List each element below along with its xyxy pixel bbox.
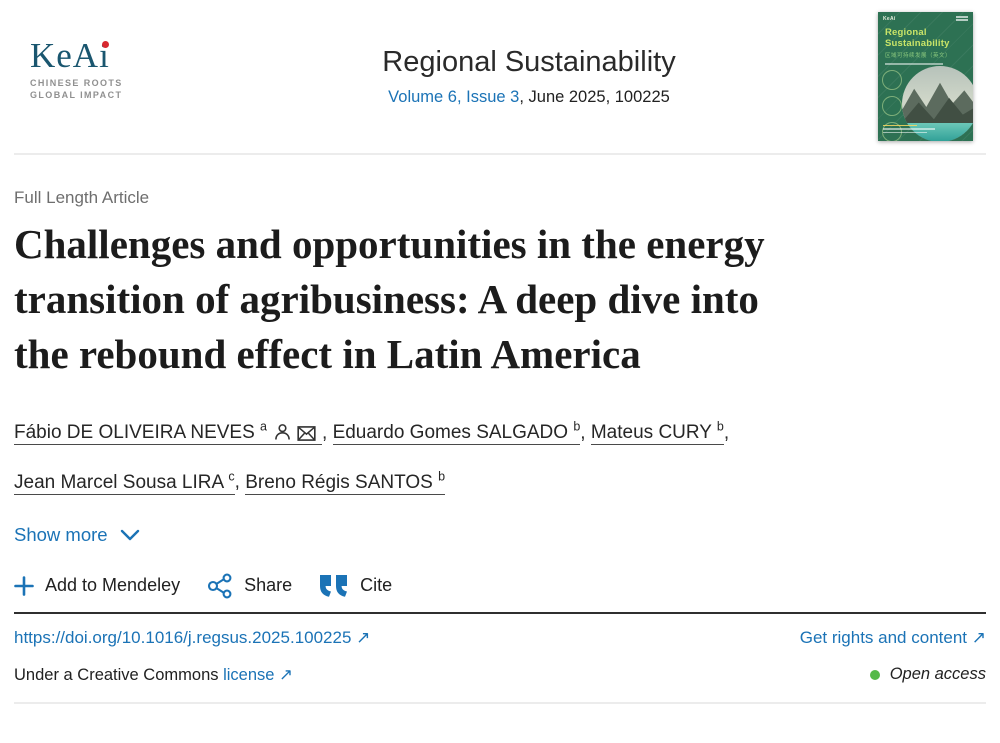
section-divider: [14, 611, 986, 614]
cite-label: Cite: [360, 575, 393, 596]
keai-tagline: CHINESE ROOTS GLOBAL IMPACT: [30, 77, 180, 101]
title-line-3: the rebound effect in Latin America: [14, 331, 641, 377]
license-link[interactable]: license: [223, 665, 275, 684]
journal-cover-thumbnail[interactable]: KeAi Regional Sustainability 区域可持续发展（英文）: [878, 12, 973, 141]
keai-logo[interactable]: KeAi CHINESE ROOTS GLOBAL IMPACT: [30, 12, 180, 101]
cover-issue-bar: [885, 63, 943, 65]
journal-title-block: Regional Sustainability Volume 6, Issue …: [180, 12, 878, 107]
open-access-label: Open access: [889, 665, 986, 684]
author-link-4[interactable]: Jean Marcel Sousa LIRA c: [14, 469, 235, 495]
issue-link[interactable]: Volume 6, Issue 3: [388, 88, 520, 106]
author-list: Fábio DE OLIVEIRA NEVES a, Eduardo Gomes…: [14, 407, 834, 503]
author-link-1[interactable]: Fábio DE OLIVEIRA NEVES a: [14, 420, 322, 446]
article-head: Full Length Article Challenges and oppor…: [0, 188, 1000, 599]
creative-commons-text: Under a Creative Commons license ↗: [14, 664, 293, 684]
add-to-mendeley-label: Add to Mendeley: [45, 575, 181, 596]
author-link-3[interactable]: Mateus CURY b: [590, 420, 724, 446]
title-line-1: Challenges and opportunities in the ener…: [14, 221, 765, 267]
show-more-button[interactable]: Show more: [14, 524, 140, 546]
links-block: https://doi.org/10.1016/j.regsus.2025.10…: [0, 628, 1000, 685]
keai-wordmark-text: KeAi: [30, 36, 110, 75]
page-title: Challenges and opportunities in the ener…: [14, 217, 986, 382]
doi-link[interactable]: https://doi.org/10.1016/j.regsus.2025.10…: [14, 627, 371, 648]
share-icon: [208, 573, 232, 599]
keai-tagline-line2: GLOBAL IMPACT: [30, 90, 123, 100]
cover-circle-motif: [882, 96, 902, 116]
header-divider: [14, 153, 986, 155]
share-button[interactable]: Share: [207, 573, 292, 599]
cover-keai-label: KeAi: [883, 16, 896, 22]
show-more-label: Show more: [14, 523, 108, 545]
author-1-icons: [274, 416, 322, 456]
cover-title: Regional Sustainability: [885, 27, 950, 49]
article-toolbar: Add to Mendeley Share Cite: [14, 573, 986, 599]
author-affiliation-sup: b: [573, 420, 581, 434]
external-link-icon: ↗: [279, 664, 293, 684]
external-link-icon: ↗: [356, 627, 371, 648]
journal-title-link[interactable]: Regional Sustainability: [382, 46, 676, 78]
author-affiliation-sup: b: [438, 469, 446, 484]
author-link-5[interactable]: Breno Régis SANTOS b: [245, 469, 446, 495]
share-label: Share: [244, 575, 293, 596]
external-link-icon: ↗: [971, 627, 986, 648]
cover-subtitle-chinese: 区域可持续发展（英文）: [885, 53, 952, 59]
add-to-mendeley-button[interactable]: Add to Mendeley: [14, 575, 180, 596]
cover-title-line1: Regional: [885, 27, 927, 38]
cover-circle-motif: [882, 70, 902, 90]
cover-mountain-photo: [902, 66, 973, 141]
open-access-dot-icon: [869, 669, 880, 680]
bottom-divider: [14, 701, 986, 704]
author-affiliation-sup: c: [228, 469, 235, 484]
issue-line: Volume 6, Issue 3, June 2025, 100225: [180, 88, 878, 107]
cover-publisher-mark: [956, 16, 968, 22]
article-type-label: Full Length Article: [14, 188, 150, 207]
cover-title-line2: Sustainability: [885, 38, 950, 49]
person-icon: [275, 424, 290, 440]
journal-header: KeAi CHINESE ROOTS GLOBAL IMPACT Regiona…: [0, 0, 1000, 153]
open-access-badge: Open access: [869, 665, 986, 684]
keai-red-dot-icon: [101, 41, 109, 48]
author-affiliation-sup: b: [716, 420, 724, 434]
rights-and-content-link[interactable]: Get rights and content ↗: [799, 627, 986, 648]
envelope-icon: [297, 426, 316, 442]
title-line-2: transition of agribusiness: A deep dive …: [14, 276, 759, 322]
issue-rest: , June 2025, 100225: [519, 88, 670, 106]
quote-cite-icon: [320, 574, 348, 597]
chevron-down-icon: [120, 529, 139, 540]
cover-editors-text: [883, 124, 935, 136]
keai-wordmark: KeAi: [30, 38, 110, 74]
author-link-2[interactable]: Eduardo Gomes SALGADO b: [332, 420, 581, 446]
keai-tagline-line1: CHINESE ROOTS: [30, 78, 123, 88]
cite-button[interactable]: Cite: [319, 574, 393, 597]
plus-icon: [14, 575, 34, 596]
author-affiliation-sup: a: [260, 420, 267, 434]
